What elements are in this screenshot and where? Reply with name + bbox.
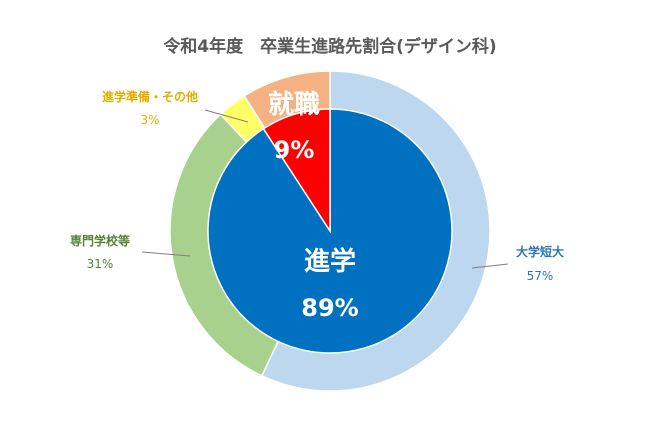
inner-value-1: 89%: [301, 294, 358, 322]
leader-lines: [141, 109, 509, 269]
outer-label-3: 進学準備・その他: [102, 89, 198, 104]
outer-label-1: 大学短大: [516, 244, 564, 259]
leader-line-2: [141, 251, 191, 257]
leader-line-1: [471, 263, 509, 269]
inner-pie: [207, 108, 453, 354]
inner-slice-1: [207, 108, 453, 354]
inner-label-2: 就職: [268, 90, 320, 120]
outer-value-3: 3%: [140, 113, 159, 127]
outer-value-1: 57%: [527, 269, 554, 283]
inner-slice-2: [262, 108, 331, 234]
outer-value-2: 31%: [87, 257, 114, 271]
leader-line-3: [204, 109, 249, 123]
chart-title: 令和4年度 卒業生進路先割合(デザイン科): [163, 36, 496, 57]
inner-value-2: 9%: [274, 136, 315, 164]
inner-label-1: 進学: [304, 246, 356, 277]
outer-label-2: 専門学校等: [70, 233, 130, 248]
slice-labels: 進学 89% 就職 9% 大学短大 57% 専門学校等 31% 進学準備・その他 3%: [70, 89, 564, 322]
